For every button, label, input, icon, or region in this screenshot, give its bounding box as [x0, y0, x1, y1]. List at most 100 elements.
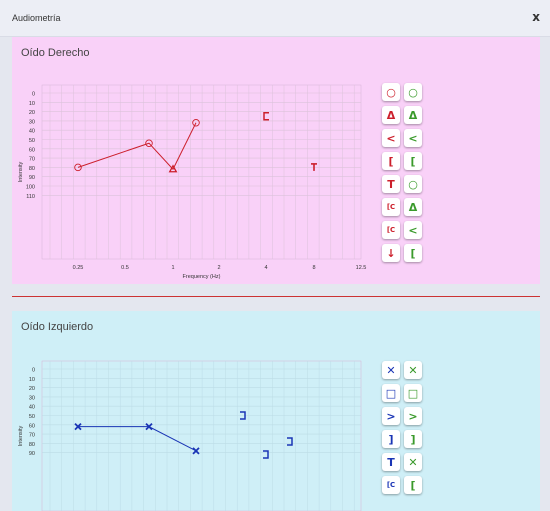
- bracket-left-icon: [: [388, 154, 394, 168]
- less-than-no-response-icon: <: [408, 131, 418, 145]
- bracket-mark-response-button[interactable]: [C: [382, 476, 400, 494]
- y-tick-label: 80: [29, 442, 35, 448]
- y-tick-label: 70: [29, 433, 35, 439]
- circle-no-response-alt-no-response-button[interactable]: ○: [404, 175, 422, 193]
- bracket-mark-icon: [C: [386, 202, 396, 211]
- y-axis-label: Intensity: [18, 426, 24, 447]
- y-tick-label: 10: [29, 101, 35, 107]
- bracket-no-response-alt-no-response-button[interactable]: [: [404, 244, 422, 262]
- close-button[interactable]: x: [532, 10, 540, 24]
- x-no-response-alt-no-response-button[interactable]: ✕: [404, 453, 422, 471]
- x-no-response-alt-icon: ✕: [408, 455, 418, 469]
- x-response-button[interactable]: ✕: [382, 361, 400, 379]
- bracket-no-response-no-response-button[interactable]: ]: [404, 430, 422, 448]
- greater-than-response-button[interactable]: >: [382, 407, 400, 425]
- y-tick-label: 70: [29, 157, 35, 163]
- t-response-button[interactable]: T: [382, 453, 400, 471]
- bracket-right-icon: ]: [388, 432, 394, 446]
- less-than-no-response-alt-no-response-button[interactable]: <: [404, 221, 422, 239]
- x-tick-label: 2: [217, 265, 220, 271]
- square-no-response-no-response-button[interactable]: □: [404, 384, 422, 402]
- circle-icon: ○: [386, 85, 396, 99]
- t-icon: T: [387, 177, 395, 191]
- bracket-mark-icon: [C: [386, 480, 396, 489]
- square-no-response-icon: □: [407, 386, 419, 400]
- triangle-no-response-no-response-button[interactable]: Δ: [404, 106, 422, 124]
- y-tick-label: 50: [29, 414, 35, 420]
- y-tick-label: 80: [29, 166, 35, 172]
- y-tick-label: 90: [29, 451, 35, 457]
- x-axis-label: Frequency (Hz): [183, 274, 221, 280]
- data-point-circle: [192, 119, 200, 127]
- square-response-button[interactable]: □: [382, 384, 400, 402]
- threshold-line: [78, 426, 197, 452]
- y-tick-label: 50: [29, 138, 35, 144]
- threshold-line: [77, 122, 197, 171]
- bracket-mark-response-button[interactable]: [C: [382, 198, 400, 216]
- bracket-mark-alt-response-button[interactable]: [C: [382, 221, 400, 239]
- data-point-triangle: [168, 164, 178, 173]
- less-than-no-response-alt-icon: <: [408, 223, 418, 237]
- left-ear-panel: Oído Izquierdo 0 10 20 30 40 50 60 70 80 90 Intens…: [12, 311, 540, 511]
- arrow-down-icon: ↓: [386, 246, 396, 260]
- bracket-mark-alt-icon: [C: [386, 225, 396, 234]
- y-tick-label: 20: [29, 110, 35, 116]
- greater-than-icon: >: [386, 409, 396, 423]
- bracket-no-response-alt-icon: [: [410, 246, 416, 260]
- less-than-response-button[interactable]: <: [382, 129, 400, 147]
- x-tick-label: 1: [171, 265, 174, 271]
- y-axis-label: Intensity: [18, 162, 24, 183]
- x-no-response-icon: ✕: [408, 363, 418, 377]
- plot-area: [41, 360, 362, 511]
- triangle-icon: Δ: [386, 108, 396, 122]
- y-tick-label: 30: [29, 119, 35, 125]
- y-tick-label: 10: [29, 377, 35, 383]
- bracket-no-response-icon: [: [410, 154, 416, 168]
- less-than-no-response-no-response-button[interactable]: <: [404, 129, 422, 147]
- left-ear-audiogram[interactable]: 0 10 20 30 40 50 60 70 80 90 Intensity: [12, 311, 540, 511]
- data-point-bracket-left: [263, 112, 269, 121]
- data-point-bracket-right: [263, 450, 269, 459]
- bracket-no-response-alt-no-response-button[interactable]: [: [404, 476, 422, 494]
- bracket-no-response-alt-icon: [: [410, 478, 416, 492]
- data-point-x: [192, 447, 200, 455]
- y-tick-label: 0: [32, 92, 35, 98]
- triangle-response-button[interactable]: Δ: [382, 106, 400, 124]
- circle-no-response-alt-icon: ○: [408, 177, 418, 191]
- y-tick-label: 30: [29, 395, 35, 401]
- x-no-response-no-response-button[interactable]: ✕: [404, 361, 422, 379]
- bracket-left-response-button[interactable]: [: [382, 152, 400, 170]
- x-tick-label: 0.25: [73, 265, 84, 271]
- less-than-icon: <: [386, 131, 396, 145]
- data-point-x: [145, 423, 153, 431]
- plot-area: [41, 84, 362, 260]
- y-tick-label: 110: [26, 194, 35, 200]
- bracket-right-response-button[interactable]: ]: [382, 430, 400, 448]
- y-tick-label: 20: [29, 386, 35, 392]
- triangle-no-response-alt-no-response-button[interactable]: Δ: [404, 198, 422, 216]
- y-tick-label: 60: [29, 423, 35, 429]
- circle-response-button[interactable]: ○: [382, 83, 400, 101]
- y-tick-label: 40: [29, 405, 35, 411]
- circle-no-response-no-response-button[interactable]: ○: [404, 83, 422, 101]
- bracket-no-response-icon: ]: [410, 432, 416, 446]
- square-icon: □: [385, 386, 397, 400]
- right-ear-audiogram[interactable]: 0 10 20 30 40 50 60 70 80 90 100 110 0.25 0.5 1 2 4 8 12.5…: [12, 37, 540, 284]
- y-tick-label: 60: [29, 147, 35, 153]
- x-tick-label: 4: [264, 265, 267, 271]
- bracket-no-response-no-response-button[interactable]: [: [404, 152, 422, 170]
- data-point-circle: [145, 139, 153, 147]
- circle-no-response-icon: ○: [408, 85, 418, 99]
- right-ear-title: Oído Derecho: [21, 47, 90, 59]
- arrow-down-response-button[interactable]: ↓: [382, 244, 400, 262]
- t-response-button[interactable]: T: [382, 175, 400, 193]
- data-point-x: [74, 423, 82, 431]
- y-tick-label: 100: [26, 185, 35, 191]
- modal-title: Audiometría: [12, 13, 61, 23]
- greater-than-no-response-no-response-button[interactable]: >: [404, 407, 422, 425]
- triangle-no-response-alt-icon: Δ: [408, 200, 418, 214]
- panel-separator: [12, 296, 540, 297]
- y-tick-label: 90: [29, 175, 35, 181]
- x-tick-label: 0.5: [121, 265, 129, 271]
- x-tick-label: 8: [312, 265, 315, 271]
